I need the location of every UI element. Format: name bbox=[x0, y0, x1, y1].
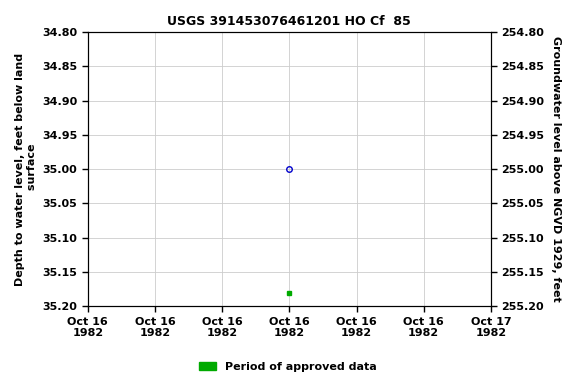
Title: USGS 391453076461201 HO Cf  85: USGS 391453076461201 HO Cf 85 bbox=[168, 15, 411, 28]
Y-axis label: Depth to water level, feet below land
 surface: Depth to water level, feet below land su… bbox=[15, 53, 37, 286]
Legend: Period of approved data: Period of approved data bbox=[195, 358, 381, 377]
Y-axis label: Groundwater level above NGVD 1929, feet: Groundwater level above NGVD 1929, feet bbox=[551, 36, 561, 302]
